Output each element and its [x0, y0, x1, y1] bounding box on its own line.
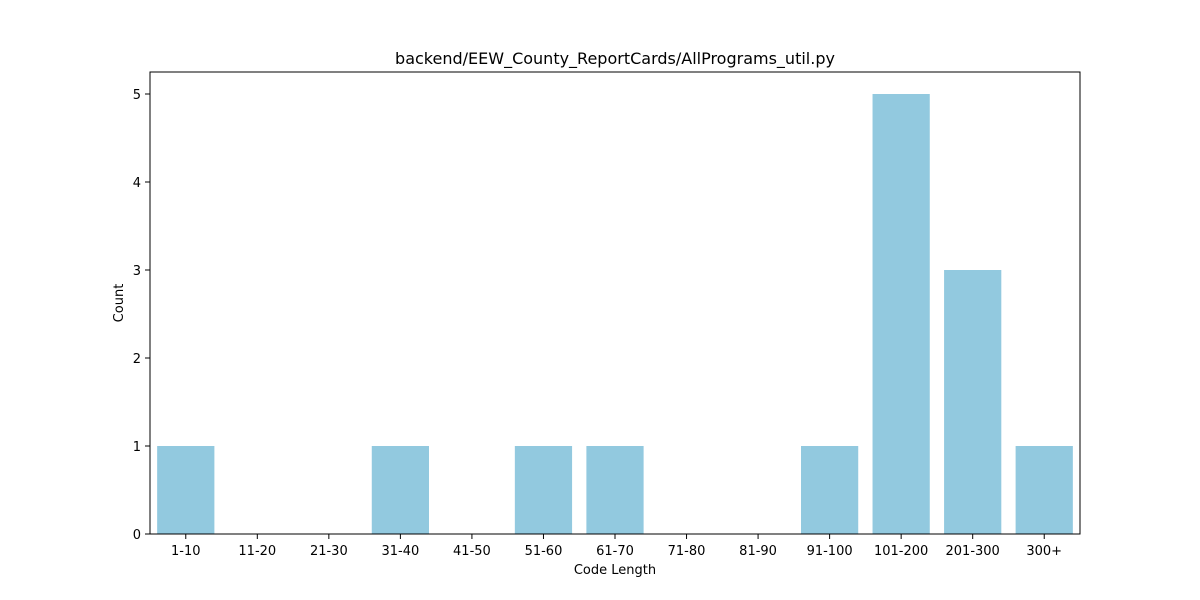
y-axis: 0 1 2 3 4 5: [133, 88, 150, 543]
x-tick-label: 61-70: [596, 544, 634, 559]
x-tick-label: 21-30: [310, 544, 348, 559]
x-tick-label: 300+: [1026, 544, 1062, 559]
y-tick-label: 2: [133, 352, 141, 367]
bar-91-100: [801, 446, 859, 534]
bar-61-70: [586, 446, 644, 534]
x-axis-label: Code Length: [574, 563, 656, 578]
bar-201-300: [944, 270, 1002, 534]
y-tick-label: 1: [133, 440, 141, 455]
bar-300+: [1015, 446, 1073, 534]
bar-31-40: [371, 446, 429, 534]
bar-51-60: [514, 446, 573, 534]
x-tick-label: 41-50: [453, 544, 491, 559]
y-axis-label: Count: [112, 284, 127, 323]
x-tick-label: 81-90: [739, 544, 777, 559]
x-tick-label: 201-300: [946, 544, 1000, 559]
x-tick-label: 31-40: [381, 544, 419, 559]
chart-title: backend/EEW_County_ReportCards/AllProgra…: [395, 49, 835, 69]
x-tick-label: 1-10: [171, 544, 201, 559]
y-tick-label: 3: [133, 264, 141, 279]
x-axis: 1-10 11-20 21-30 31-40 41-50 51-60 61-70 71-80 8…: [171, 534, 1062, 559]
y-tick-label: 4: [133, 176, 141, 191]
plot-frame: [149, 71, 1081, 535]
x-tick-label: 51-60: [525, 544, 563, 559]
x-tick-label: 71-80: [668, 544, 706, 559]
bars-layer: [157, 94, 1073, 534]
x-tick-label: 91-100: [807, 544, 853, 559]
y-tick-label: 5: [133, 88, 141, 103]
x-tick-label: 101-200: [874, 544, 928, 559]
bar-101-200: [872, 94, 930, 534]
bar-1-10: [157, 446, 215, 534]
y-tick-label: 0: [133, 528, 141, 543]
x-tick-label: 11-20: [238, 544, 276, 559]
